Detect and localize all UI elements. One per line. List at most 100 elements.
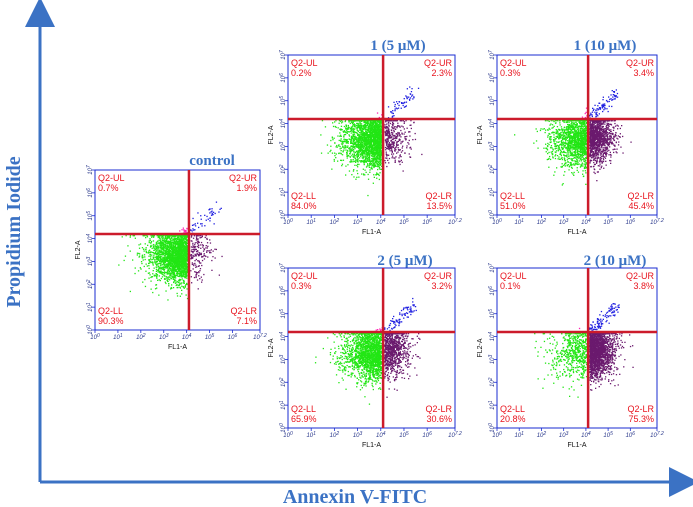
event-point (182, 247, 184, 249)
event-point (373, 124, 375, 126)
event-point (190, 257, 193, 260)
event-point (355, 161, 357, 163)
event-point (203, 273, 205, 276)
event-point (372, 141, 375, 143)
event-point (153, 235, 155, 237)
event-point (384, 160, 386, 162)
x-tick-label: 106 (228, 333, 238, 341)
event-point (177, 275, 179, 277)
event-point (345, 165, 347, 167)
event-point (378, 134, 380, 136)
event-point (153, 243, 155, 246)
event-point (176, 235, 178, 237)
event-point (186, 297, 189, 300)
event-point (164, 242, 167, 244)
event-point (179, 230, 181, 232)
event-point (164, 260, 166, 262)
event-point (171, 239, 174, 241)
event-point (203, 248, 205, 250)
event-point (179, 265, 181, 267)
event-point (174, 275, 177, 277)
event-point (360, 152, 363, 154)
event-point (186, 263, 188, 265)
event-point (177, 281, 179, 284)
event-point (185, 271, 187, 273)
event-point (157, 244, 159, 247)
event-point (142, 257, 144, 259)
event-point (150, 276, 152, 279)
event-point (184, 273, 187, 275)
event-point (168, 251, 170, 254)
event-point (191, 263, 193, 266)
event-point (394, 161, 396, 163)
event-point (172, 260, 174, 262)
event-point (346, 155, 348, 157)
event-point (376, 149, 378, 152)
event-point (378, 126, 380, 129)
event-point (376, 145, 379, 148)
event-point (162, 274, 164, 276)
event-point (195, 250, 198, 253)
event-point (147, 251, 149, 254)
event-point (151, 261, 154, 263)
event-point (184, 246, 186, 248)
event-point (175, 258, 177, 260)
event-point (170, 261, 172, 263)
event-point (144, 285, 147, 288)
event-point (169, 239, 171, 241)
event-point (185, 246, 187, 248)
event-point (340, 139, 342, 142)
event-point (348, 127, 350, 129)
event-point (170, 243, 172, 245)
event-point (161, 242, 163, 244)
event-point (150, 255, 152, 257)
event-point (359, 137, 361, 139)
event-point (369, 127, 371, 129)
event-point (370, 136, 372, 139)
event-point (159, 260, 161, 262)
event-point (164, 261, 166, 264)
event-point (175, 247, 177, 249)
event-point (167, 265, 169, 267)
event-point (212, 250, 214, 252)
event-point (373, 133, 376, 135)
event-point (184, 256, 186, 258)
event-point (351, 126, 354, 128)
event-point (166, 257, 168, 259)
event-point (174, 253, 177, 255)
panel-title: control (189, 153, 235, 169)
event-point (201, 264, 203, 267)
quadrant-name-ll: Q2-LL (98, 306, 123, 316)
event-point (364, 125, 366, 127)
event-point (166, 237, 168, 239)
event-point (363, 141, 365, 143)
event-point (374, 151, 376, 154)
event-point (168, 254, 170, 256)
event-point (175, 248, 177, 251)
event-point (163, 267, 165, 269)
event-point (365, 125, 368, 127)
event-point (357, 166, 359, 168)
event-point (171, 257, 173, 260)
event-point (379, 157, 381, 159)
event-point (161, 248, 163, 250)
event-point (171, 246, 173, 248)
event-point (365, 122, 367, 124)
event-point (190, 254, 192, 256)
event-point (200, 247, 202, 249)
event-point (339, 148, 341, 150)
event-point (373, 158, 375, 160)
event-point (347, 164, 349, 166)
event-point (346, 129, 348, 131)
event-point (355, 137, 357, 139)
event-point (155, 252, 157, 255)
event-point (330, 149, 332, 151)
event-point (166, 271, 168, 274)
event-point (181, 238, 183, 240)
event-point (363, 142, 365, 145)
event-point (349, 138, 351, 141)
event-point (192, 257, 194, 259)
event-point (177, 251, 180, 253)
event-point (169, 246, 172, 249)
event-point (341, 143, 344, 145)
